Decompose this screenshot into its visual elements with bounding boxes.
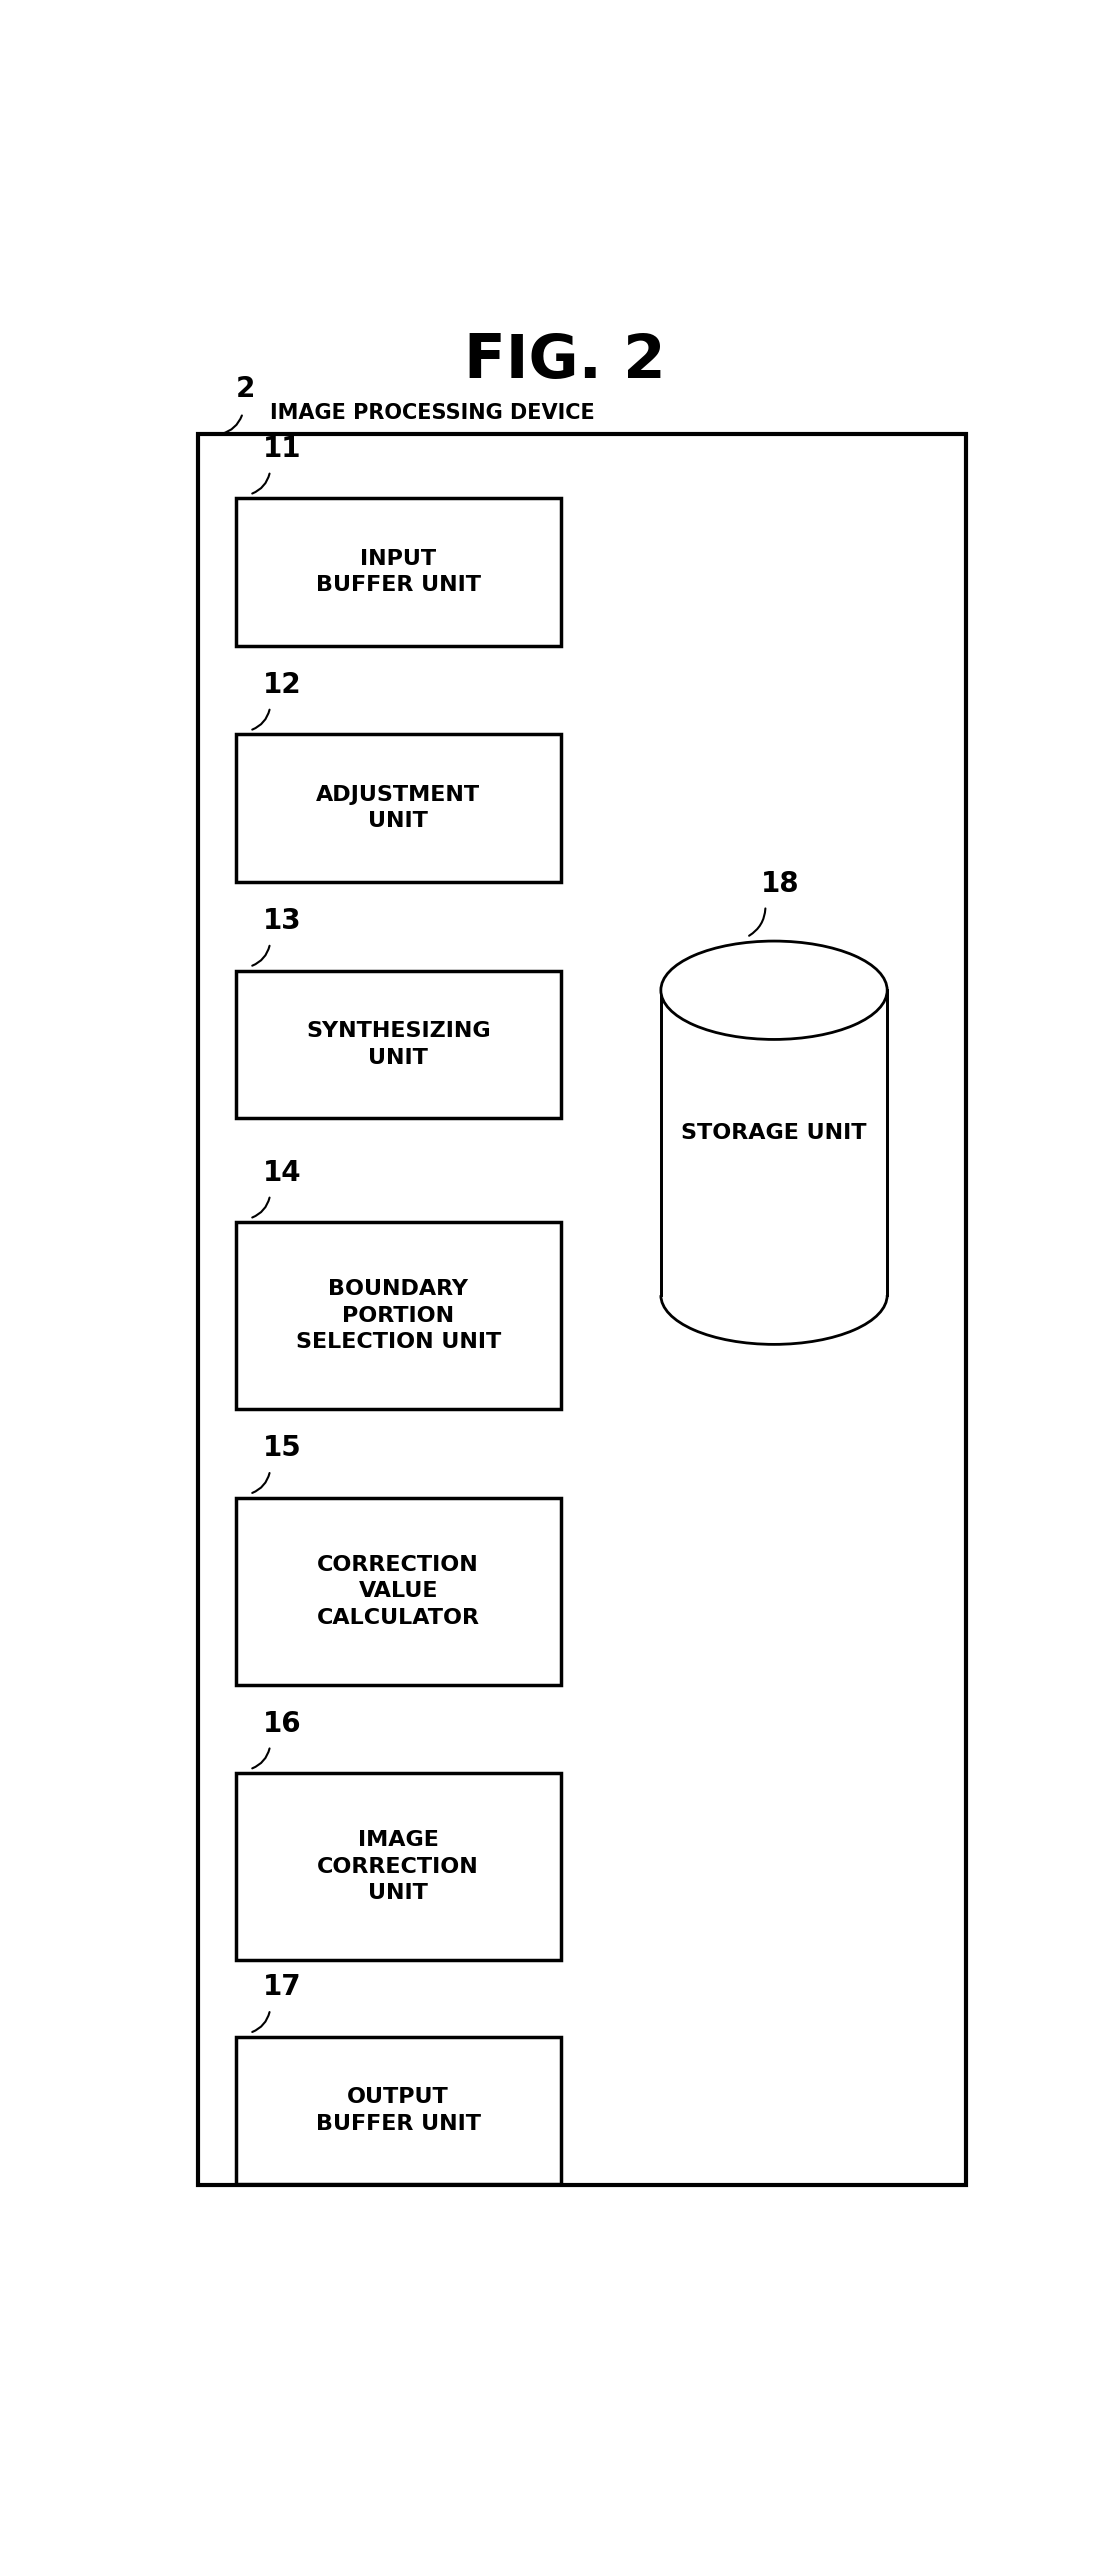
Text: 15: 15 xyxy=(263,1433,302,1461)
Bar xyxy=(236,1497,561,1684)
Bar xyxy=(236,971,561,1119)
Bar xyxy=(236,733,561,881)
Text: 11: 11 xyxy=(263,434,302,462)
Bar xyxy=(197,434,966,2185)
Text: CORRECTION
VALUE
CALCULATOR: CORRECTION VALUE CALCULATOR xyxy=(316,1556,479,1628)
Text: 13: 13 xyxy=(263,907,302,935)
Text: ADJUSTMENT
UNIT: ADJUSTMENT UNIT xyxy=(316,784,480,830)
Text: 14: 14 xyxy=(263,1160,302,1188)
Text: FIG. 2: FIG. 2 xyxy=(464,332,666,391)
Text: 16: 16 xyxy=(263,1709,302,1737)
Text: 12: 12 xyxy=(263,672,302,700)
Text: IMAGE
CORRECTION
UNIT: IMAGE CORRECTION UNIT xyxy=(317,1829,479,1903)
Text: STORAGE UNIT: STORAGE UNIT xyxy=(681,1122,867,1142)
Bar xyxy=(236,498,561,646)
Text: OUTPUT
BUFFER UNIT: OUTPUT BUFFER UNIT xyxy=(316,2087,480,2133)
Bar xyxy=(236,1221,561,1410)
Text: SYNTHESIZING
UNIT: SYNTHESIZING UNIT xyxy=(306,1022,490,1068)
Text: IMAGE PROCESSING DEVICE: IMAGE PROCESSING DEVICE xyxy=(270,404,595,422)
Bar xyxy=(661,991,887,1295)
Text: BOUNDARY
PORTION
SELECTION UNIT: BOUNDARY PORTION SELECTION UNIT xyxy=(295,1280,501,1352)
Ellipse shape xyxy=(661,940,887,1040)
Text: INPUT
BUFFER UNIT: INPUT BUFFER UNIT xyxy=(316,549,480,595)
Text: 18: 18 xyxy=(761,869,800,897)
Bar xyxy=(236,2036,561,2185)
Text: 2: 2 xyxy=(236,376,256,404)
Text: 17: 17 xyxy=(263,1972,302,2001)
Bar xyxy=(236,1773,561,1960)
